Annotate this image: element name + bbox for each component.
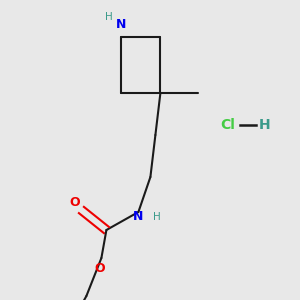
Text: O: O	[94, 262, 105, 275]
Text: N: N	[133, 211, 144, 224]
Text: H: H	[152, 212, 160, 222]
Text: H: H	[105, 12, 113, 22]
Text: N: N	[116, 19, 126, 32]
Text: O: O	[69, 196, 80, 208]
Text: Cl: Cl	[220, 118, 236, 132]
Text: H: H	[259, 118, 271, 132]
